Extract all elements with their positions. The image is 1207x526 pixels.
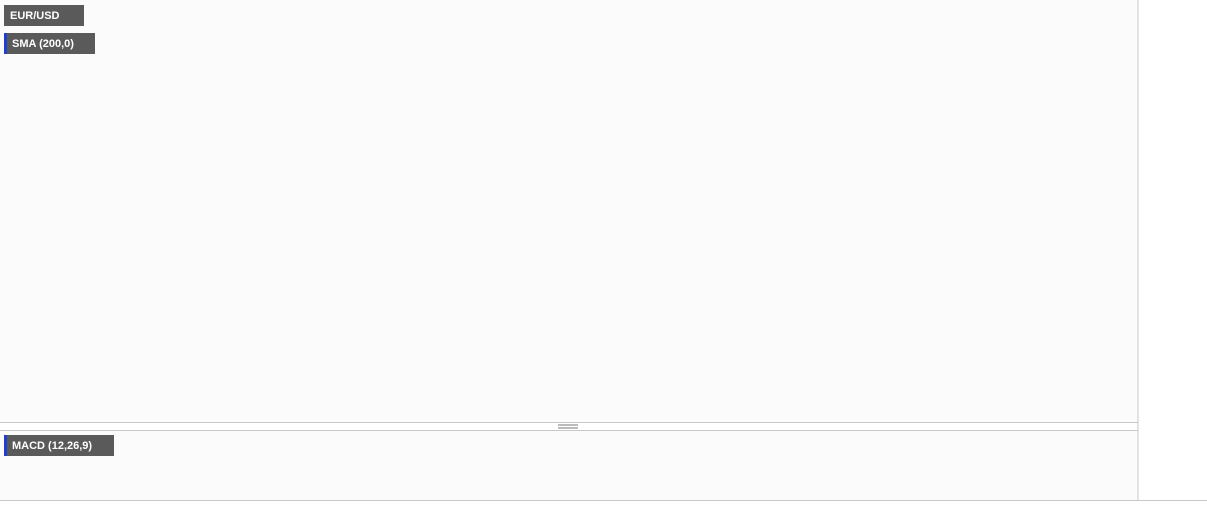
indicator-label: SMA (200,0) bbox=[12, 38, 74, 50]
macd-box[interactable] bbox=[4, 435, 114, 456]
macd-title: MACD (12,26,9) bbox=[12, 440, 92, 452]
indicator-box[interactable] bbox=[4, 33, 95, 54]
symbol-title: EUR/USD bbox=[10, 10, 60, 22]
macd-swatch bbox=[4, 435, 7, 456]
indicator-swatch bbox=[4, 33, 7, 54]
symbol-box[interactable] bbox=[4, 5, 84, 26]
resize-handle[interactable] bbox=[558, 424, 578, 429]
labels: EUR/USD SMA (200,0) MACD (12,26,9) bbox=[4, 5, 114, 456]
price-panel bbox=[0, 0, 1138, 422]
macd-panel bbox=[0, 430, 1138, 500]
